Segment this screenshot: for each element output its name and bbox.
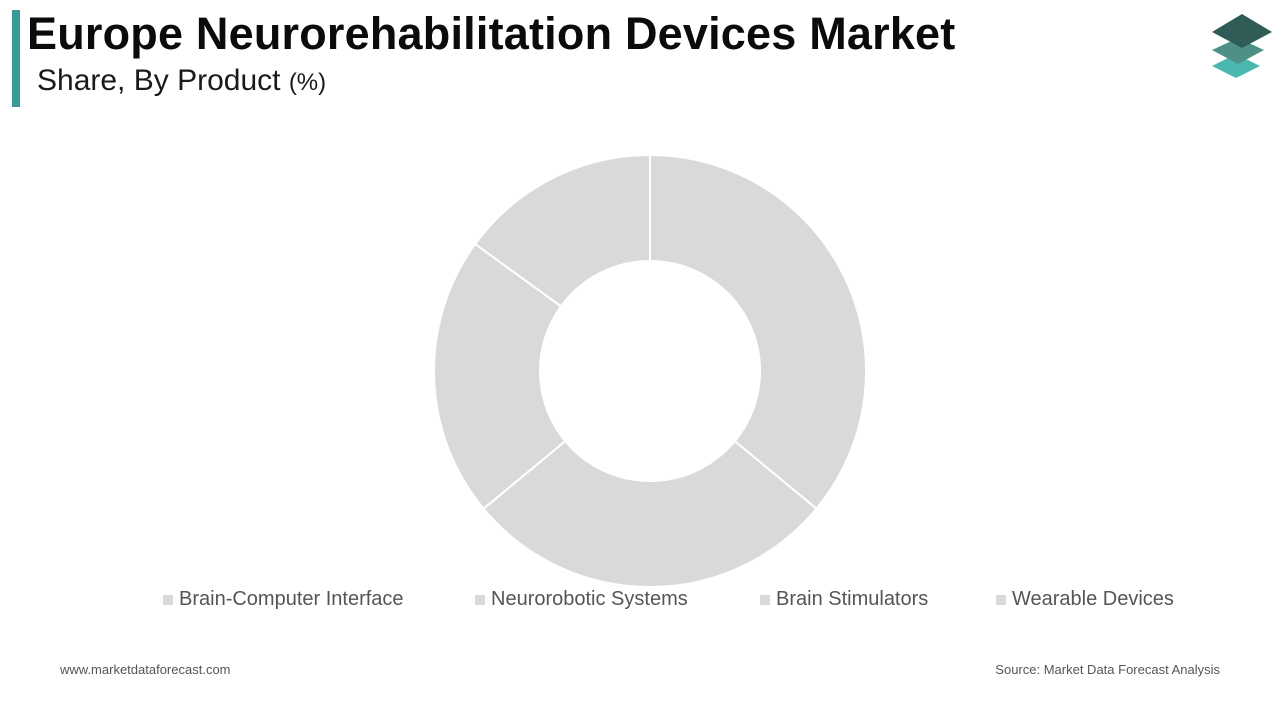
title-accent-bar — [12, 10, 20, 107]
donut-slice-wearable-devices — [473, 153, 651, 308]
subtitle-unit: (%) — [288, 69, 327, 96]
logo-layer-top — [1212, 14, 1272, 48]
legend-swatch — [163, 594, 173, 605]
legend-label: Brain-Computer Interface — [179, 588, 404, 610]
legend-swatch — [760, 594, 770, 605]
footer-website: www.marketdataforecast.com — [60, 662, 231, 677]
chart-legend: Brain-Computer Interface Neurorobotic Sys… — [0, 588, 1280, 614]
legend-label: Wearable Devices — [1012, 588, 1174, 610]
legend-item: Brain Stimulators — [760, 588, 928, 611]
donut-slice-neurorobotic-systems — [482, 439, 818, 589]
legend-item: Wearable Devices — [996, 588, 1174, 611]
donut-slice-brain-computer-interface — [649, 153, 867, 511]
legend-label: Neurorobotic Systems — [491, 588, 688, 610]
legend-swatch — [996, 594, 1006, 605]
stacked-layers-icon — [1212, 14, 1272, 78]
legend-swatch — [475, 594, 485, 605]
page-title: Europe Neurorehabilitation Devices Marke… — [27, 8, 956, 59]
subtitle-text: Share, By Product — [37, 64, 281, 97]
legend-label: Brain Stimulators — [776, 588, 929, 610]
footer-source: Source: Market Data Forecast Analysis — [995, 662, 1220, 677]
legend-item: Brain-Computer Interface — [163, 588, 404, 611]
donut-slice-brain-stimulators — [433, 242, 567, 511]
logo-layer-middle — [1212, 38, 1264, 64]
page-subtitle: Share, By Product (%) — [37, 64, 326, 98]
logo-layer-bottom — [1212, 54, 1260, 78]
legend-item: Neurorobotic Systems — [475, 588, 688, 611]
